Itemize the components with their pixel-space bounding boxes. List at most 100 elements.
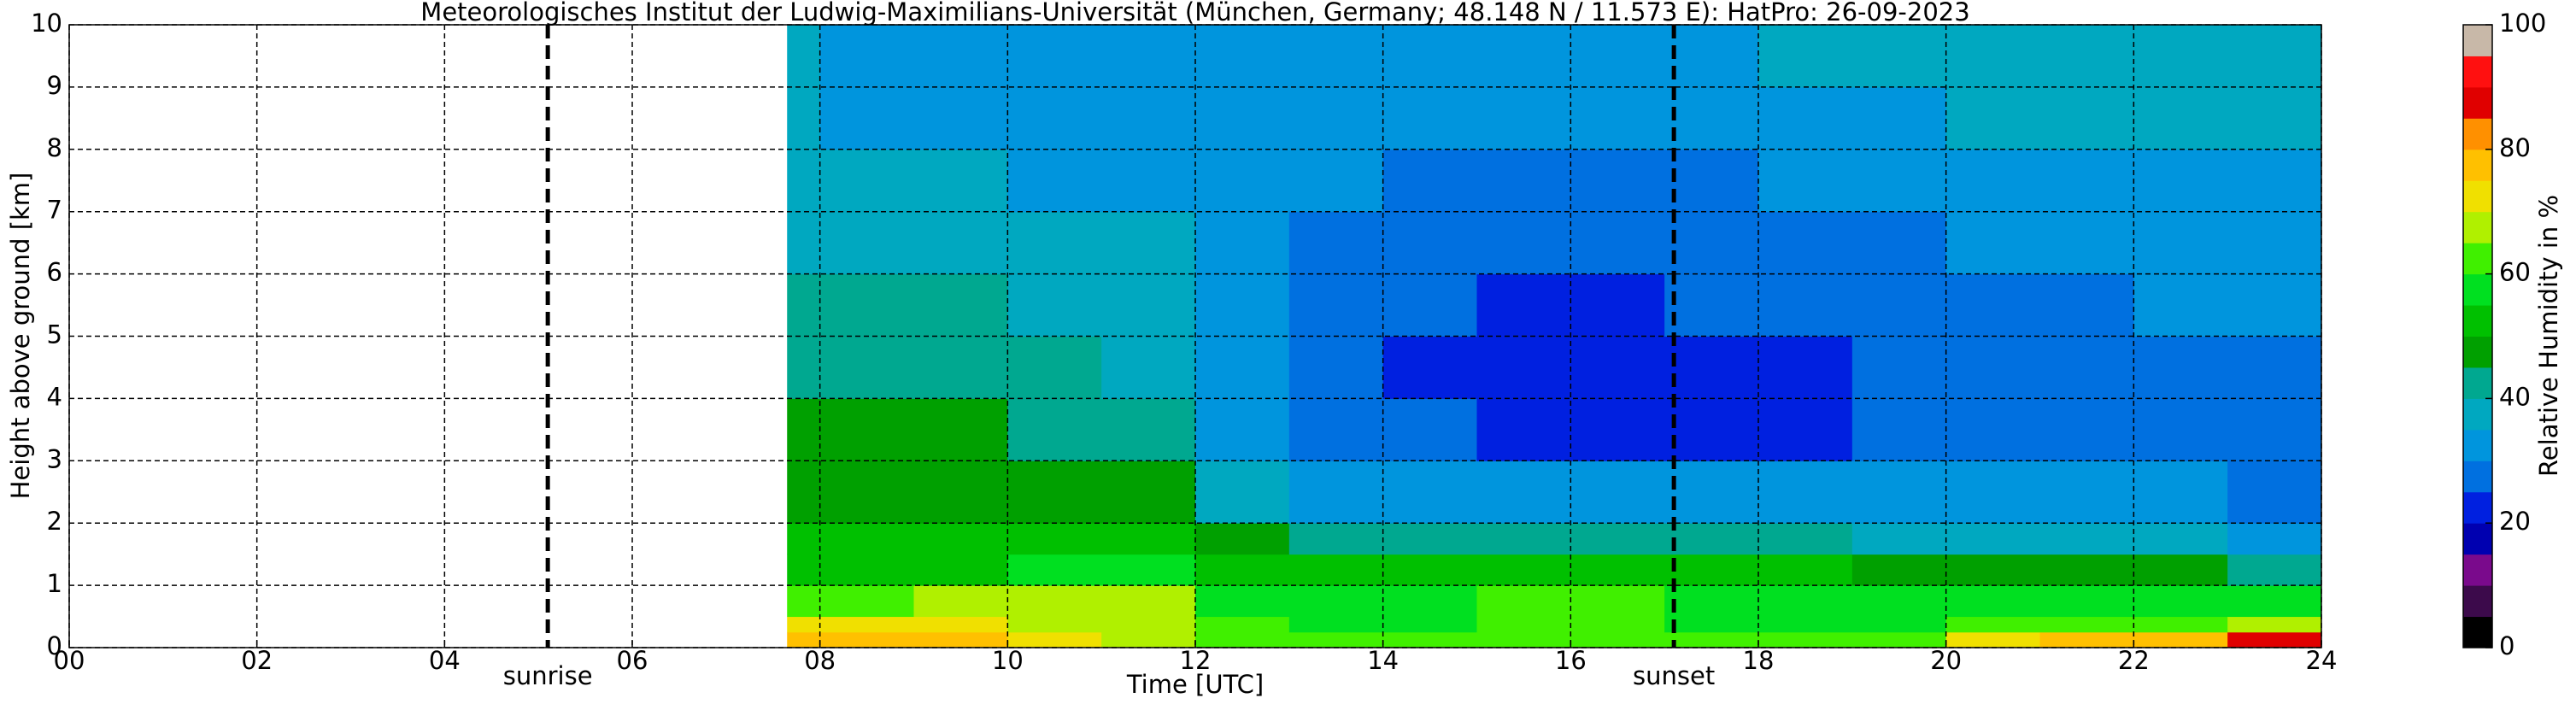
heatmap-cell <box>1851 25 1947 88</box>
heatmap-cell <box>2039 211 2134 275</box>
heatmap-cell <box>1476 631 1571 648</box>
heatmap-cell <box>1288 211 1384 275</box>
y-tick-label: 2 <box>47 507 62 536</box>
colorbar-swatch <box>2463 118 2492 150</box>
heatmap-cell <box>1288 461 1384 524</box>
heatmap-cell <box>2227 211 2322 275</box>
heatmap-cell <box>1195 631 1290 648</box>
heatmap-cell <box>787 86 821 150</box>
heatmap-cell <box>1007 554 1102 586</box>
heatmap-cell <box>1382 616 1477 633</box>
heatmap-cell <box>1101 86 1196 150</box>
heatmap-cell <box>1288 616 1384 633</box>
colorbar-label: Relative Humidity in % <box>2534 195 2563 477</box>
heatmap-cell <box>1382 398 1477 461</box>
heatmap-cell <box>1007 149 1102 213</box>
heatmap-cell <box>1664 25 1759 88</box>
heatmap-cell <box>787 336 821 399</box>
heatmap-cell <box>787 523 821 555</box>
x-tick-label: 00 <box>54 646 85 675</box>
heatmap-cell <box>1570 398 1665 461</box>
annotation-label: sunrise <box>503 661 593 690</box>
heatmap-cell <box>1476 86 1571 150</box>
heatmap-cell <box>1195 398 1290 461</box>
heatmap-cell <box>2039 523 2134 555</box>
y-tick-label: 9 <box>47 71 62 100</box>
heatmap-cell <box>2039 86 2134 150</box>
heatmap-cell <box>1664 336 1759 399</box>
y-tick-label: 8 <box>47 133 62 162</box>
heatmap-cell <box>1664 616 1759 633</box>
colorbar-swatch <box>2463 211 2492 243</box>
colorbar-swatch <box>2463 336 2492 368</box>
heatmap-cell <box>1945 398 2040 461</box>
heatmap-cell <box>1288 631 1384 648</box>
heatmap-cell <box>1851 211 1947 275</box>
heatmap-cell <box>1570 585 1665 618</box>
heatmap-cell <box>1570 336 1665 399</box>
heatmap-cell <box>2227 86 2322 150</box>
heatmap-cell <box>913 273 1008 337</box>
colorbar-tick-label: 0 <box>2499 631 2514 660</box>
heatmap-cell <box>819 86 914 150</box>
colorbar-swatch <box>2463 56 2492 88</box>
colorbar-swatch <box>2463 616 2492 648</box>
heatmap-cell <box>1007 461 1102 524</box>
heatmap-cell <box>1288 585 1384 618</box>
heatmap-cell <box>1664 585 1759 618</box>
heatmap-cell <box>1382 149 1477 213</box>
heatmap-cell <box>1007 25 1102 88</box>
heatmap-cell <box>787 585 821 618</box>
heatmap-cell <box>913 149 1008 213</box>
heatmap-cell <box>1476 585 1571 618</box>
heatmap-cell <box>1195 336 1290 399</box>
heatmap-cell <box>1382 461 1477 524</box>
heatmap-cell <box>1945 631 2040 648</box>
x-tick-label: 12 <box>1180 646 1212 675</box>
heatmap-cell <box>1007 398 1102 461</box>
colorbar-swatch <box>2463 180 2492 213</box>
heatmap-cell <box>913 585 1008 618</box>
y-axis-label: Height above ground [km] <box>6 173 35 500</box>
heatmap-cell <box>2227 631 2322 648</box>
heatmap-cell <box>2039 149 2134 213</box>
heatmap-cell <box>787 211 821 275</box>
heatmap-cell <box>1382 585 1477 618</box>
heatmap-cell <box>1664 398 1759 461</box>
heatmap-cell <box>787 461 821 524</box>
heatmap-cell <box>1476 211 1571 275</box>
y-tick-label: 7 <box>47 196 62 225</box>
colorbar-swatch <box>2463 585 2492 618</box>
colorbar-swatch <box>2463 243 2492 275</box>
heatmap-cell <box>2133 631 2228 648</box>
heatmap-cell <box>1851 523 1947 555</box>
y-tick-label: 6 <box>47 258 62 287</box>
colorbar-swatch <box>2463 273 2492 306</box>
heatmap-cell <box>1570 211 1665 275</box>
heatmap-cell <box>1945 336 2040 399</box>
heatmap-cell <box>1758 211 1853 275</box>
heatmap-cell <box>819 336 914 399</box>
heatmap-cell <box>819 616 914 633</box>
heatmap-cell <box>1664 631 1759 648</box>
heatmap-cell <box>1570 461 1665 524</box>
heatmap-cell <box>1195 25 1290 88</box>
heatmap-cell <box>1476 554 1571 586</box>
heatmap-cell <box>1476 616 1571 633</box>
heatmap-cell <box>1007 86 1102 150</box>
colorbar-swatch <box>2463 25 2492 56</box>
heatmap-cell <box>1570 25 1665 88</box>
heatmap-cell <box>1195 616 1290 633</box>
heatmap-cell <box>819 461 914 524</box>
heatmap-cell <box>1664 149 1759 213</box>
heatmap-cell <box>913 616 1008 633</box>
heatmap-cell <box>1288 25 1384 88</box>
y-tick-label: 1 <box>47 569 62 598</box>
heatmap-cell <box>1101 461 1196 524</box>
colorbar-swatch <box>2463 491 2492 524</box>
heatmap-cell <box>819 211 914 275</box>
heatmap-cell <box>1476 336 1571 399</box>
heatmap-cell <box>2039 585 2134 618</box>
heatmap-cell <box>1476 398 1571 461</box>
heatmap-cell <box>913 336 1008 399</box>
